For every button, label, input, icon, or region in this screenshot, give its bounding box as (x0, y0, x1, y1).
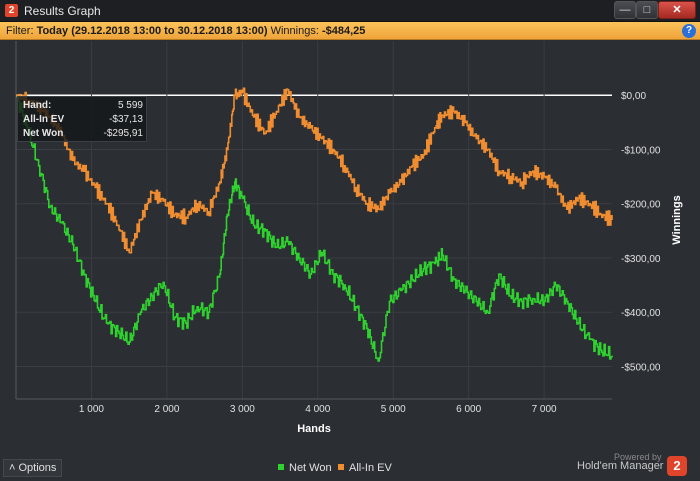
x-tick-label: 3 000 (230, 404, 255, 415)
maximize-icon: □ (643, 4, 651, 16)
net-won-line (16, 94, 613, 362)
minimize-icon: — (619, 4, 631, 16)
brand-name: Hold'em Manager (577, 460, 664, 472)
y-tick-label: -$300,00 (621, 254, 661, 265)
filter-summary: Filter: Today (29.12.2018 13:00 to 30.12… (6, 25, 365, 37)
tooltip-row: All-In EV -$37,13 (23, 114, 143, 125)
options-label: Options (18, 462, 57, 474)
maximize-button[interactable]: □ (636, 1, 658, 19)
tooltip-row-value: 5 599 (117, 100, 143, 111)
tooltip-row-label: Hand: (23, 100, 52, 111)
x-tick-label: 5 000 (381, 404, 406, 415)
tooltip-row-label: Net Won (23, 128, 64, 139)
all-in-ev-line (16, 87, 613, 254)
app-logo-icon: 2 (5, 4, 18, 17)
legend-swatch (338, 464, 344, 470)
filter-range: Today (29.12.2018 13:00 to 30.12.2018 13… (36, 25, 268, 37)
y-axis-title: Winnings (671, 195, 683, 244)
close-button[interactable]: ✕ (658, 1, 696, 19)
powered-by-label: Powered by (614, 452, 662, 462)
close-icon: ✕ (672, 4, 682, 16)
window-title: Results Graph (24, 4, 101, 18)
tooltip-row: Hand: 5 599 (23, 100, 143, 111)
options-button[interactable]: ˄ Options (3, 459, 62, 477)
filter-label: Filter: (6, 25, 34, 37)
bottom-bar: ˄ Options Net Won All-In EV Powered by H… (0, 452, 700, 481)
legend-item-all-in-ev[interactable]: All-In EV (338, 462, 392, 474)
tooltip-row-value: -$295,91 (103, 128, 143, 139)
legend-label: All-In EV (349, 462, 392, 474)
x-tick-label: 1 000 (79, 404, 104, 415)
legend-swatch (278, 464, 284, 470)
filter-bar[interactable]: Filter: Today (29.12.2018 13:00 to 30.12… (0, 22, 700, 40)
hover-tooltip: Hand: 5 599 All-In EV -$37,13 Net Won -$295,9… (17, 96, 147, 142)
x-tick-label: 4 000 (305, 404, 330, 415)
legend-item-net-won[interactable]: Net Won (278, 462, 332, 474)
winnings-label: Winnings: (270, 25, 319, 37)
help-button[interactable]: ? (682, 24, 696, 38)
y-tick-label: -$200,00 (621, 200, 661, 211)
brand-logo: 2 (667, 456, 687, 476)
minimize-button[interactable]: — (614, 1, 636, 19)
tooltip-row: Net Won -$295,91 (23, 128, 143, 139)
x-tick-label: 2 000 (154, 404, 179, 415)
title-bar: 2 Results Graph — □ ✕ (0, 0, 700, 22)
x-axis-title: Hands (297, 423, 331, 435)
y-tick-label: $0,00 (621, 91, 646, 102)
winnings-value: -$484,25 (321, 25, 366, 37)
x-tick-label: 7 000 (532, 404, 557, 415)
y-tick-label: -$100,00 (621, 145, 661, 156)
y-tick-label: -$400,00 (621, 308, 661, 319)
legend-label: Net Won (289, 462, 332, 474)
results-chart[interactable]: $0,00 -$100,00 -$200,00 -$300,00 -$400,00 -$5… (0, 41, 700, 455)
tooltip-row-value: -$37,13 (109, 114, 143, 125)
tooltip-row-label: All-In EV (23, 114, 65, 125)
y-tick-label: -$500,00 (621, 362, 661, 373)
help-icon: ? (685, 25, 693, 36)
x-tick-label: 6 000 (456, 404, 481, 415)
chevron-up-icon: ˄ (9, 462, 16, 474)
